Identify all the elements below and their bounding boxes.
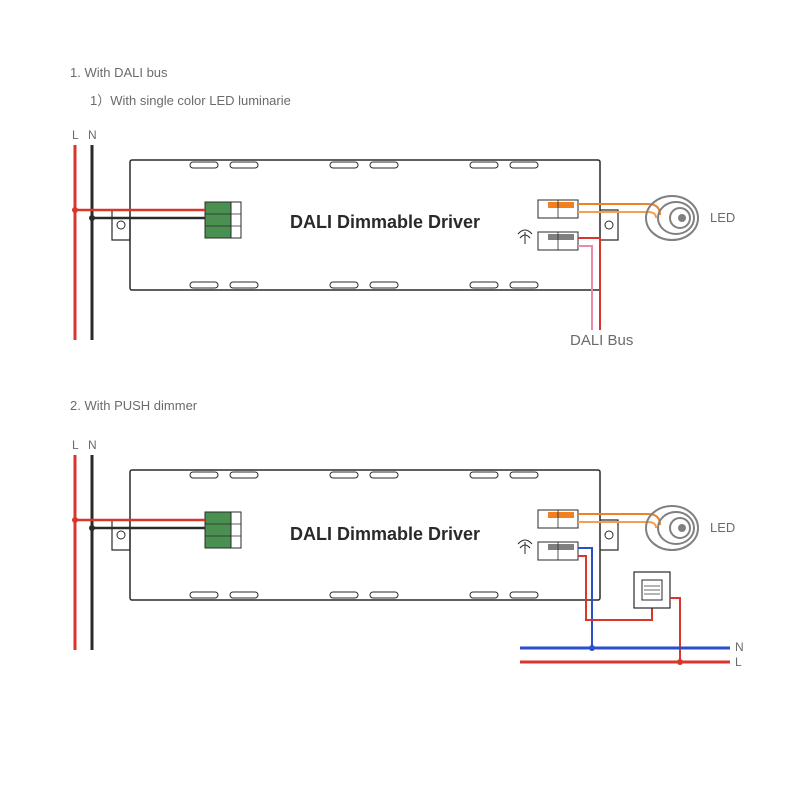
diagram2: [72, 455, 730, 665]
wiring-svg: [0, 0, 800, 800]
diagram1: [72, 145, 698, 340]
